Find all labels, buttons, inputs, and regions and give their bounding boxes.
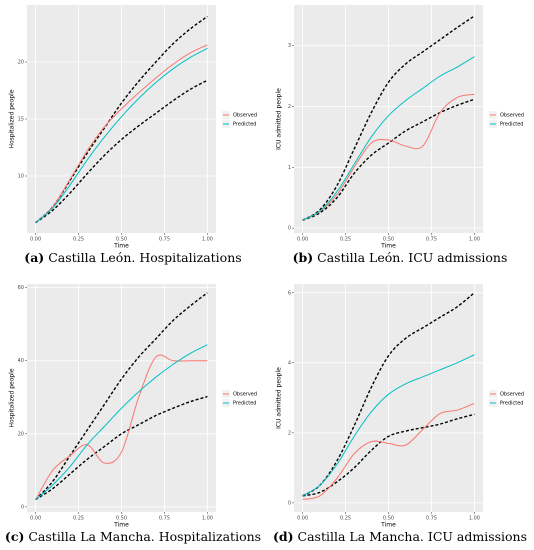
- series-line: [302, 354, 475, 497]
- chart-panel: 0 1 2 3 0.00 0.25 0.50 0.75 1.00 Time ICU admitted…: [276, 5, 524, 265]
- y-axis-label: ICU admitted people: [276, 88, 283, 150]
- x-tick-label: 0.00: [30, 516, 41, 522]
- caption-text: Castilla León. ICU admissions: [317, 250, 507, 265]
- x-tick-label: 0.50: [383, 516, 394, 522]
- x-tick-label: 0.00: [297, 237, 308, 243]
- legend-label: Observed: [500, 392, 524, 398]
- x-tick-label: 0.75: [426, 237, 437, 243]
- bound-line: [302, 98, 475, 221]
- series-line: [35, 44, 208, 224]
- y-tick-label: 0: [288, 226, 291, 232]
- y-tick-label: 6: [288, 290, 291, 296]
- y-tick-label: 40: [18, 358, 24, 364]
- x-tick-label: 0.75: [426, 516, 437, 522]
- y-tick-label: 15: [18, 117, 24, 123]
- caption-label: (a): [24, 250, 44, 265]
- caption: (a) Castilla León. Hospitalizations: [24, 250, 241, 265]
- y-tick-label: 0: [21, 504, 24, 510]
- caption-text: Castilla La Mancha. ICU admissions: [298, 529, 528, 544]
- x-tick-label: 0.50: [383, 237, 394, 243]
- bound-line: [302, 292, 475, 497]
- x-tick-label: 1.00: [469, 237, 480, 243]
- y-tick-label: 60: [18, 285, 24, 291]
- x-tick-label: 0.50: [116, 237, 127, 243]
- caption-label: (b): [293, 250, 314, 265]
- x-tick-label: 0.00: [30, 237, 41, 243]
- legend-label: Observed: [500, 113, 524, 119]
- x-tick-label: 0.25: [73, 516, 84, 522]
- bound-line: [302, 413, 475, 497]
- x-tick-label: 0.25: [73, 237, 84, 243]
- bound-line: [35, 79, 208, 224]
- x-tick-label: 0.25: [340, 237, 351, 243]
- x-axis-label: Time: [380, 522, 396, 529]
- y-tick-label: 3: [288, 43, 291, 49]
- caption-label: (d): [273, 529, 294, 544]
- y-axis-label: Hospitalized people: [9, 89, 16, 148]
- series-line: [35, 344, 208, 500]
- chart-panel: 0 2 4 6 0.00 0.25 0.50 0.75 1.00 Time ICU admitted…: [273, 284, 527, 544]
- bound-line: [302, 15, 475, 221]
- bound-line: [35, 395, 208, 501]
- legend-label: Observed: [233, 113, 257, 119]
- series-line: [302, 402, 475, 500]
- y-tick-label: 10: [18, 174, 24, 180]
- x-axis-label: Time: [113, 243, 129, 250]
- y-tick-label: 4: [288, 360, 291, 366]
- x-tick-label: 0.75: [159, 237, 170, 243]
- x-tick-label: 0.75: [159, 516, 170, 522]
- y-tick-label: 20: [18, 60, 24, 66]
- bound-line: [35, 292, 208, 501]
- caption-text: Castilla León. Hospitalizations: [48, 250, 241, 265]
- y-tick-label: 20: [18, 431, 24, 437]
- series-line: [35, 47, 208, 224]
- x-tick-label: 1.00: [202, 516, 213, 522]
- chart-panel: 0 20 40 60 0.00 0.25 0.50 0.75 1.00 Time Hospitali…: [5, 284, 261, 544]
- y-tick-label: 2: [288, 104, 291, 110]
- legend-label: Predicted: [233, 122, 256, 128]
- y-axis-label: Hospitalized people: [9, 368, 16, 427]
- y-tick-label: 0: [288, 500, 291, 506]
- y-tick-label: 2: [288, 430, 291, 436]
- series-line: [302, 56, 475, 221]
- legend-label: Predicted: [233, 401, 256, 407]
- legend-label: Observed: [233, 392, 257, 398]
- x-tick-label: 0.00: [297, 516, 308, 522]
- x-axis-label: Time: [380, 243, 396, 250]
- caption: (d) Castilla La Mancha. ICU admissions: [273, 529, 527, 544]
- y-tick-label: 1: [288, 165, 291, 171]
- caption: (c) Castilla La Mancha. Hospitalizations: [5, 529, 261, 544]
- chart-panel: 10 15 20 0.00 0.25 0.50 0.75 1.00 Time Hospitaliz…: [9, 5, 257, 265]
- x-tick-label: 1.00: [469, 516, 480, 522]
- caption-label: (c): [5, 529, 24, 544]
- series-line: [302, 93, 475, 221]
- caption: (b) Castilla León. ICU admissions: [293, 250, 508, 265]
- x-axis-label: Time: [113, 522, 129, 529]
- x-tick-label: 1.00: [202, 237, 213, 243]
- caption-text: Castilla La Mancha. Hospitalizations: [28, 529, 261, 544]
- legend-label: Predicted: [500, 122, 523, 128]
- x-tick-label: 0.25: [340, 516, 351, 522]
- x-tick-label: 0.50: [116, 516, 127, 522]
- legend-label: Predicted: [500, 401, 523, 407]
- y-axis-label: ICU admitted people: [276, 367, 283, 429]
